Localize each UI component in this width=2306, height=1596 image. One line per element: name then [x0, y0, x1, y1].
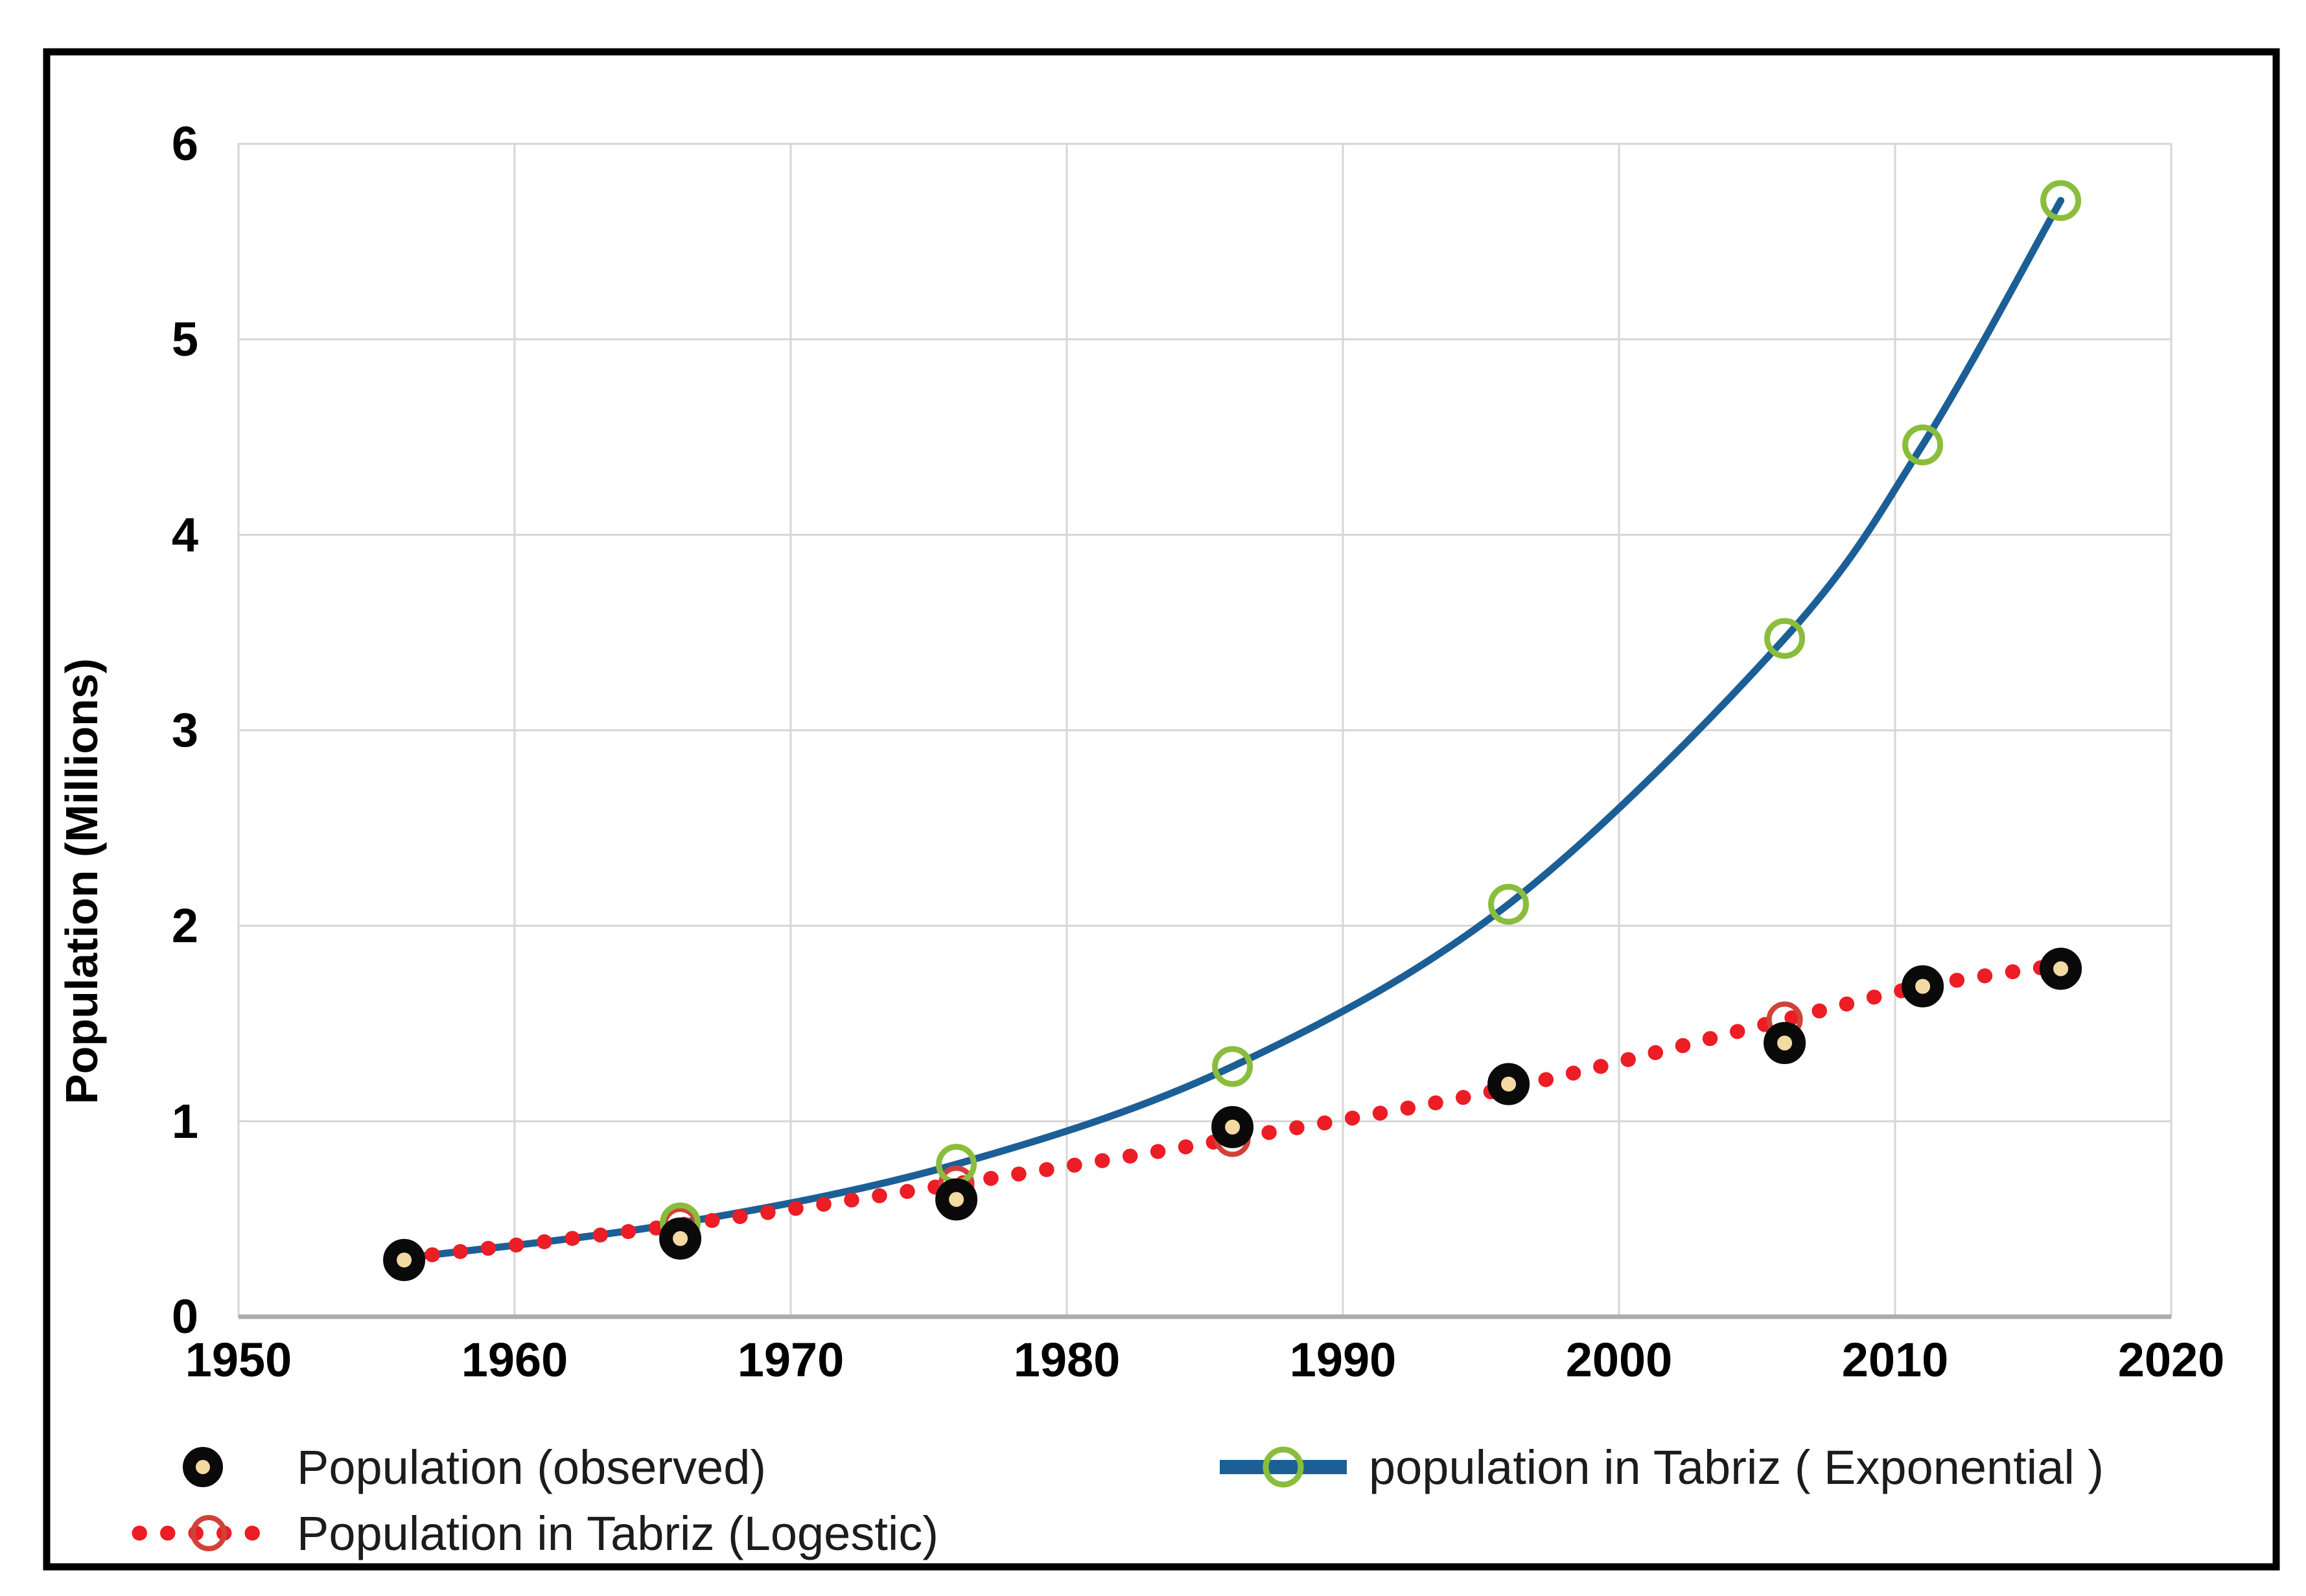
- exponential-marker: [1212, 1046, 1253, 1087]
- observed-marker: [1211, 1105, 1254, 1148]
- exponential-marker: [1488, 883, 1530, 925]
- x-tick-1970: 1970: [738, 1333, 844, 1387]
- observed-marker: [1487, 1063, 1530, 1105]
- y-tick-6: 6: [172, 117, 198, 170]
- y-tick-5: 5: [172, 312, 198, 366]
- exponential-line: [401, 196, 2065, 1262]
- observed-marker: [935, 1178, 978, 1221]
- exponential-legend-marker-icon: [1263, 1446, 1304, 1488]
- legend-label-observed: Population (observed): [297, 1440, 766, 1494]
- logistic-legend-marker-icon: [191, 1515, 227, 1551]
- y-axis-title: Population (Millions): [56, 658, 107, 1104]
- y-tick-2: 2: [172, 899, 198, 953]
- legend-label-exponential: population in Tabriz ( Exponential ): [1369, 1440, 2104, 1494]
- legend-item-exponential: population in Tabriz ( Exponential ): [1220, 1440, 2104, 1494]
- y-tick-4: 4: [172, 508, 198, 562]
- x-tick-2010: 2010: [1842, 1333, 1949, 1387]
- legend-item-observed: Population (observed): [183, 1440, 766, 1494]
- observed-marker: [383, 1239, 426, 1282]
- y-tick-3: 3: [172, 703, 198, 757]
- observed-marker: [659, 1217, 702, 1260]
- y-tick-labels: 0 1 2 3 4 5 6: [172, 117, 198, 1343]
- gridlines: [237, 143, 2172, 1319]
- observed-marker: [1764, 1022, 1806, 1065]
- x-tick-2000: 2000: [1566, 1333, 1673, 1387]
- x-tick-1960: 1960: [461, 1333, 568, 1387]
- legend-item-logistic: Population in Tabriz (Logestic): [132, 1507, 938, 1560]
- x-tick-1950: 1950: [185, 1333, 292, 1387]
- observed-legend-marker-icon: [183, 1447, 223, 1487]
- y-tick-1: 1: [172, 1094, 198, 1148]
- exponential-marker: [1902, 424, 1944, 466]
- legend: Population (observed) population in Tabr…: [132, 1440, 2104, 1560]
- x-tick-labels: 1950 1960 1970 1980 1990 2000 2010 2020: [185, 1333, 2225, 1387]
- y-tick-0: 0: [172, 1290, 198, 1343]
- exponential-marker: [1764, 618, 1806, 659]
- legend-label-logistic: Population in Tabriz (Logestic): [297, 1507, 938, 1560]
- exponential-marker: [2040, 179, 2082, 221]
- x-tick-1990: 1990: [1290, 1333, 1397, 1387]
- x-tick-1980: 1980: [1014, 1333, 1121, 1387]
- observed-marker: [2040, 947, 2082, 990]
- x-tick-2020: 2020: [2118, 1333, 2225, 1387]
- series-layer: [383, 179, 2082, 1282]
- observed-marker: [1902, 965, 1944, 1008]
